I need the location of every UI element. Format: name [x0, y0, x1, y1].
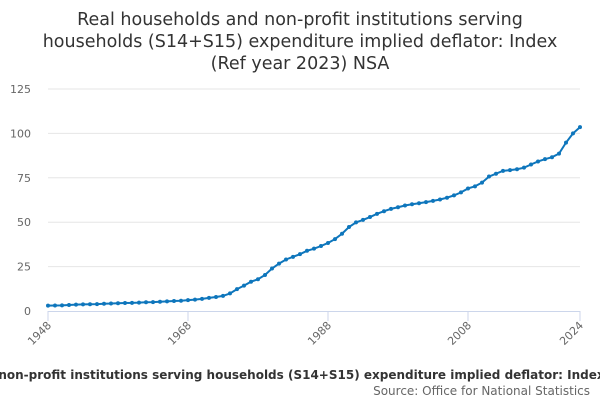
series-points [46, 125, 582, 308]
data-point[interactable] [305, 248, 309, 253]
data-point[interactable] [123, 301, 127, 306]
y-tick-label: 50 [17, 216, 31, 229]
legend-label[interactable]: Real households and non-profit instituti… [0, 368, 600, 382]
data-point[interactable] [354, 220, 358, 225]
data-point[interactable] [368, 215, 372, 220]
data-point[interactable] [459, 190, 463, 195]
data-point[interactable] [431, 198, 435, 203]
data-point[interactable] [277, 261, 281, 266]
data-point[interactable] [557, 151, 561, 156]
chart-title-line-1: Real households and non-profit instituti… [77, 10, 523, 30]
data-point[interactable] [515, 167, 519, 172]
data-point[interactable] [424, 200, 428, 205]
data-point[interactable] [60, 303, 64, 308]
y-grid-lines [48, 88, 580, 268]
data-point[interactable] [536, 159, 540, 164]
data-point[interactable] [403, 203, 407, 208]
data-point[interactable] [235, 287, 239, 292]
data-point[interactable] [501, 168, 505, 173]
data-point[interactable] [312, 246, 316, 251]
chart-title-line-2: households (S14+S15) expenditure implied… [43, 32, 558, 52]
data-point[interactable] [487, 174, 491, 179]
data-point[interactable] [193, 297, 197, 302]
data-point[interactable] [53, 303, 57, 308]
data-point[interactable] [214, 294, 218, 299]
data-point[interactable] [284, 257, 288, 262]
data-point[interactable] [270, 266, 274, 271]
data-point[interactable] [361, 217, 365, 222]
y-tick-label: 125 [10, 83, 31, 96]
source-credit[interactable]: Source: Office for National Statistics [373, 384, 590, 398]
data-point[interactable] [452, 193, 456, 198]
data-point[interactable] [200, 296, 204, 301]
data-point[interactable] [165, 299, 169, 304]
data-point[interactable] [319, 244, 323, 248]
data-point[interactable] [578, 125, 582, 130]
y-tick-label: 25 [17, 261, 31, 274]
data-point[interactable] [186, 298, 190, 303]
data-point[interactable] [543, 157, 547, 162]
data-point[interactable] [298, 252, 302, 257]
data-point[interactable] [172, 299, 176, 304]
data-point[interactable] [158, 299, 162, 304]
data-point[interactable] [207, 295, 211, 300]
data-point[interactable] [410, 202, 414, 207]
data-point[interactable] [333, 237, 337, 242]
data-point[interactable] [326, 240, 330, 245]
y-tick-label: 0 [24, 305, 31, 318]
data-point[interactable] [340, 231, 344, 236]
data-point[interactable] [263, 272, 267, 277]
data-point[interactable] [109, 301, 113, 306]
data-point[interactable] [291, 254, 295, 259]
data-point[interactable] [242, 283, 246, 288]
data-point[interactable] [256, 277, 260, 282]
data-point[interactable] [375, 211, 379, 216]
data-point[interactable] [151, 300, 155, 305]
chart-title-line-3: (Ref year 2023) NSA [211, 54, 390, 74]
data-point[interactable] [116, 301, 120, 306]
data-point[interactable] [228, 291, 232, 296]
data-point[interactable] [347, 225, 351, 229]
data-point[interactable] [389, 206, 393, 211]
data-point[interactable] [144, 300, 148, 305]
data-point[interactable] [550, 155, 554, 160]
data-point[interactable] [571, 131, 575, 136]
data-point[interactable] [67, 302, 71, 307]
data-point[interactable] [396, 205, 400, 210]
data-point[interactable] [221, 293, 225, 298]
data-point[interactable] [81, 302, 85, 307]
data-point[interactable] [88, 302, 92, 307]
data-point[interactable] [445, 195, 449, 200]
data-point[interactable] [564, 140, 568, 145]
data-point[interactable] [473, 184, 477, 189]
data-point[interactable] [137, 300, 141, 305]
y-tick-label: 100 [10, 127, 31, 140]
data-point[interactable] [466, 186, 470, 191]
data-point[interactable] [494, 171, 498, 176]
data-point[interactable] [508, 168, 512, 173]
data-point[interactable] [249, 279, 253, 284]
data-point[interactable] [480, 180, 484, 185]
data-point[interactable] [522, 165, 526, 170]
data-point[interactable] [74, 302, 78, 307]
x-axis-ticks [47, 311, 581, 321]
data-point[interactable] [382, 209, 386, 214]
data-point[interactable] [179, 298, 183, 303]
y-tick-label: 75 [17, 172, 31, 185]
data-point[interactable] [417, 201, 421, 206]
data-point[interactable] [130, 300, 134, 305]
y-axis-labels: 0 25 50 75 100 125 [10, 83, 31, 318]
data-point[interactable] [529, 162, 533, 167]
data-point[interactable] [102, 301, 106, 306]
data-point[interactable] [95, 302, 99, 307]
data-point[interactable] [46, 303, 50, 308]
data-point[interactable] [438, 197, 442, 202]
